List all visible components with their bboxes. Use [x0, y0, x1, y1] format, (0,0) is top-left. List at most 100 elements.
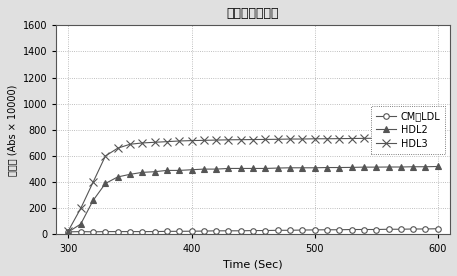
- X-axis label: Time (Sec): Time (Sec): [223, 259, 283, 269]
- CM・LDL: [435, 227, 441, 230]
- HDL3: [139, 141, 145, 145]
- HDL3: [373, 137, 379, 140]
- CM・LDL: [78, 230, 84, 233]
- CM・LDL: [164, 230, 170, 233]
- CM・LDL: [115, 230, 121, 233]
- CM・LDL: [250, 229, 256, 232]
- HDL3: [115, 147, 121, 150]
- Line: HDL2: HDL2: [65, 163, 441, 235]
- Line: CM・LDL: CM・LDL: [66, 226, 441, 235]
- HDL2: [90, 199, 96, 202]
- HDL3: [435, 136, 441, 139]
- HDL2: [103, 182, 108, 185]
- HDL2: [435, 165, 441, 168]
- HDL2: [263, 167, 268, 170]
- CM・LDL: [386, 228, 391, 231]
- HDL3: [398, 136, 404, 140]
- HDL2: [312, 166, 318, 169]
- HDL3: [152, 141, 157, 144]
- HDL3: [423, 136, 428, 139]
- HDL2: [189, 168, 194, 171]
- HDL2: [423, 165, 428, 168]
- HDL2: [78, 222, 84, 226]
- HDL2: [201, 168, 207, 171]
- HDL2: [398, 165, 404, 169]
- Legend: CM・LDL, HDL2, HDL3: CM・LDL, HDL2, HDL3: [372, 106, 445, 154]
- HDL3: [336, 137, 342, 140]
- HDL2: [324, 166, 329, 169]
- CM・LDL: [90, 230, 96, 233]
- HDL3: [226, 138, 231, 142]
- HDL2: [176, 169, 182, 172]
- CM・LDL: [103, 230, 108, 233]
- HDL2: [115, 175, 121, 179]
- HDL2: [250, 167, 256, 170]
- CM・LDL: [275, 229, 281, 232]
- CM・LDL: [423, 227, 428, 231]
- HDL3: [78, 207, 84, 210]
- HDL3: [127, 143, 133, 146]
- HDL2: [275, 166, 281, 170]
- HDL3: [349, 137, 354, 140]
- Y-axis label: 吸光度 (Abs × 10000): 吸光度 (Abs × 10000): [7, 84, 17, 176]
- CM・LDL: [226, 229, 231, 232]
- CM・LDL: [410, 227, 416, 231]
- CM・LDL: [66, 230, 71, 233]
- Line: HDL3: HDL3: [64, 134, 442, 235]
- HDL3: [410, 136, 416, 140]
- CM・LDL: [213, 229, 219, 232]
- HDL2: [139, 171, 145, 174]
- CM・LDL: [398, 228, 404, 231]
- CM・LDL: [361, 228, 367, 231]
- CM・LDL: [336, 228, 342, 231]
- HDL2: [164, 169, 170, 172]
- HDL3: [213, 139, 219, 142]
- HDL2: [336, 166, 342, 169]
- HDL2: [361, 166, 367, 169]
- CM・LDL: [263, 229, 268, 232]
- CM・LDL: [152, 230, 157, 233]
- CM・LDL: [312, 228, 318, 232]
- HDL3: [287, 137, 293, 141]
- HDL3: [275, 138, 281, 141]
- HDL2: [152, 170, 157, 173]
- CM・LDL: [176, 230, 182, 233]
- CM・LDL: [373, 228, 379, 231]
- HDL3: [66, 229, 71, 232]
- HDL3: [238, 138, 244, 141]
- CM・LDL: [287, 229, 293, 232]
- Title: 試料１、試料Ｌ: 試料１、試料Ｌ: [227, 7, 279, 20]
- HDL3: [263, 138, 268, 141]
- HDL3: [324, 137, 329, 140]
- CM・LDL: [139, 230, 145, 233]
- CM・LDL: [300, 228, 305, 232]
- HDL3: [189, 139, 194, 142]
- HDL3: [300, 137, 305, 141]
- HDL2: [300, 166, 305, 169]
- CM・LDL: [238, 229, 244, 232]
- HDL2: [287, 166, 293, 169]
- HDL2: [238, 167, 244, 170]
- HDL2: [373, 166, 379, 169]
- HDL2: [349, 166, 354, 169]
- CM・LDL: [349, 228, 354, 231]
- HDL3: [90, 181, 96, 184]
- HDL3: [103, 154, 108, 158]
- HDL2: [226, 167, 231, 170]
- HDL2: [127, 173, 133, 176]
- HDL3: [386, 137, 391, 140]
- HDL2: [410, 165, 416, 168]
- HDL3: [361, 137, 367, 140]
- CM・LDL: [201, 229, 207, 233]
- HDL3: [250, 138, 256, 141]
- HDL3: [312, 137, 318, 140]
- HDL2: [66, 230, 71, 233]
- CM・LDL: [324, 228, 329, 231]
- HDL3: [164, 140, 170, 143]
- HDL2: [213, 168, 219, 171]
- HDL2: [386, 165, 391, 169]
- HDL3: [176, 139, 182, 143]
- HDL3: [201, 139, 207, 142]
- CM・LDL: [189, 230, 194, 233]
- CM・LDL: [127, 230, 133, 233]
